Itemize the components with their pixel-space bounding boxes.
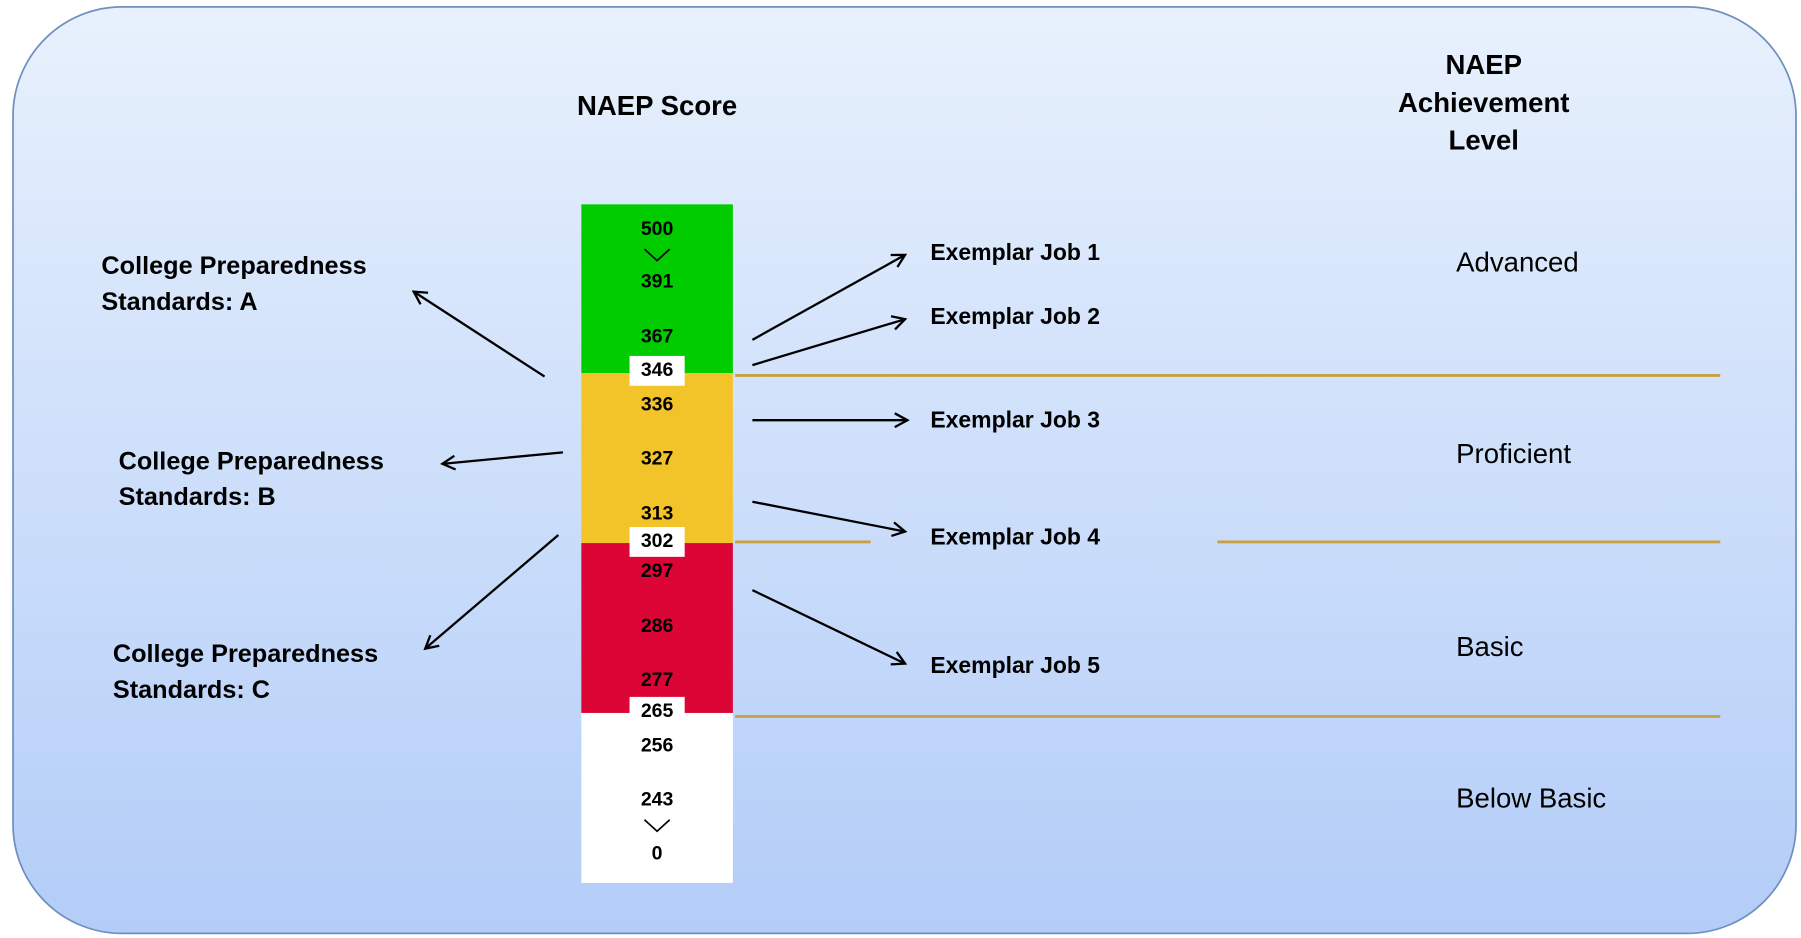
arrow (752, 319, 905, 367)
band-proficient (581, 373, 733, 544)
arrow (751, 255, 905, 341)
score-label: 277 (641, 669, 674, 691)
arrow (751, 589, 905, 663)
arrows (414, 255, 908, 664)
standard-label: College Preparedness (119, 447, 384, 475)
band-basic (581, 543, 733, 713)
level-title: Achievement (1398, 87, 1569, 118)
job-label: Exemplar Job 2 (930, 303, 1100, 329)
level-title: Level (1449, 125, 1519, 156)
score-label: 286 (641, 615, 674, 637)
standard-label: College Preparedness (101, 252, 366, 280)
score-label: 313 (641, 503, 674, 525)
level-lines (735, 373, 1721, 718)
standard-label: College Preparedness (113, 640, 378, 668)
score-label: 336 (641, 393, 674, 415)
score-label: 327 (641, 447, 674, 469)
cut-score: 346 (641, 359, 674, 381)
band-advanced (581, 204, 733, 374)
score-label: 500 (641, 218, 674, 240)
cut-box (629, 355, 685, 386)
level-label: Below Basic (1456, 783, 1606, 814)
cut-score: 302 (641, 530, 674, 552)
standard-label: Standards: A (101, 288, 257, 316)
score-label: 391 (641, 271, 674, 293)
standard-label: Standards: B (119, 483, 276, 511)
job-label: Exemplar Job 4 (930, 524, 1100, 550)
score-label: 243 (641, 788, 674, 810)
job-label: Exemplar Job 5 (930, 652, 1100, 678)
level-label: Basic (1456, 631, 1524, 662)
level-title: NAEP (1445, 49, 1522, 80)
scale-break (643, 819, 671, 833)
arrow (425, 534, 560, 649)
level-label: Proficient (1456, 438, 1571, 469)
arrow (752, 500, 905, 532)
cut-score: 265 (641, 700, 674, 722)
score-label: 256 (641, 734, 674, 756)
scale-break (643, 248, 671, 262)
score-label: 0 (652, 842, 663, 864)
cut-box (629, 526, 685, 557)
job-label: Exemplar Job 3 (930, 406, 1100, 432)
arrow (442, 451, 564, 463)
breaks (643, 248, 671, 833)
arrow (414, 292, 546, 378)
job-label: Exemplar Job 1 (930, 239, 1100, 265)
cut-box (629, 696, 685, 727)
level-label: Advanced (1456, 246, 1579, 277)
score-label: 297 (641, 560, 674, 582)
panel (12, 6, 1797, 935)
band-below-basic (581, 712, 733, 883)
standard-label: Standards: C (113, 676, 270, 704)
score-label: 367 (641, 326, 674, 348)
score-title: NAEP Score (577, 90, 737, 121)
